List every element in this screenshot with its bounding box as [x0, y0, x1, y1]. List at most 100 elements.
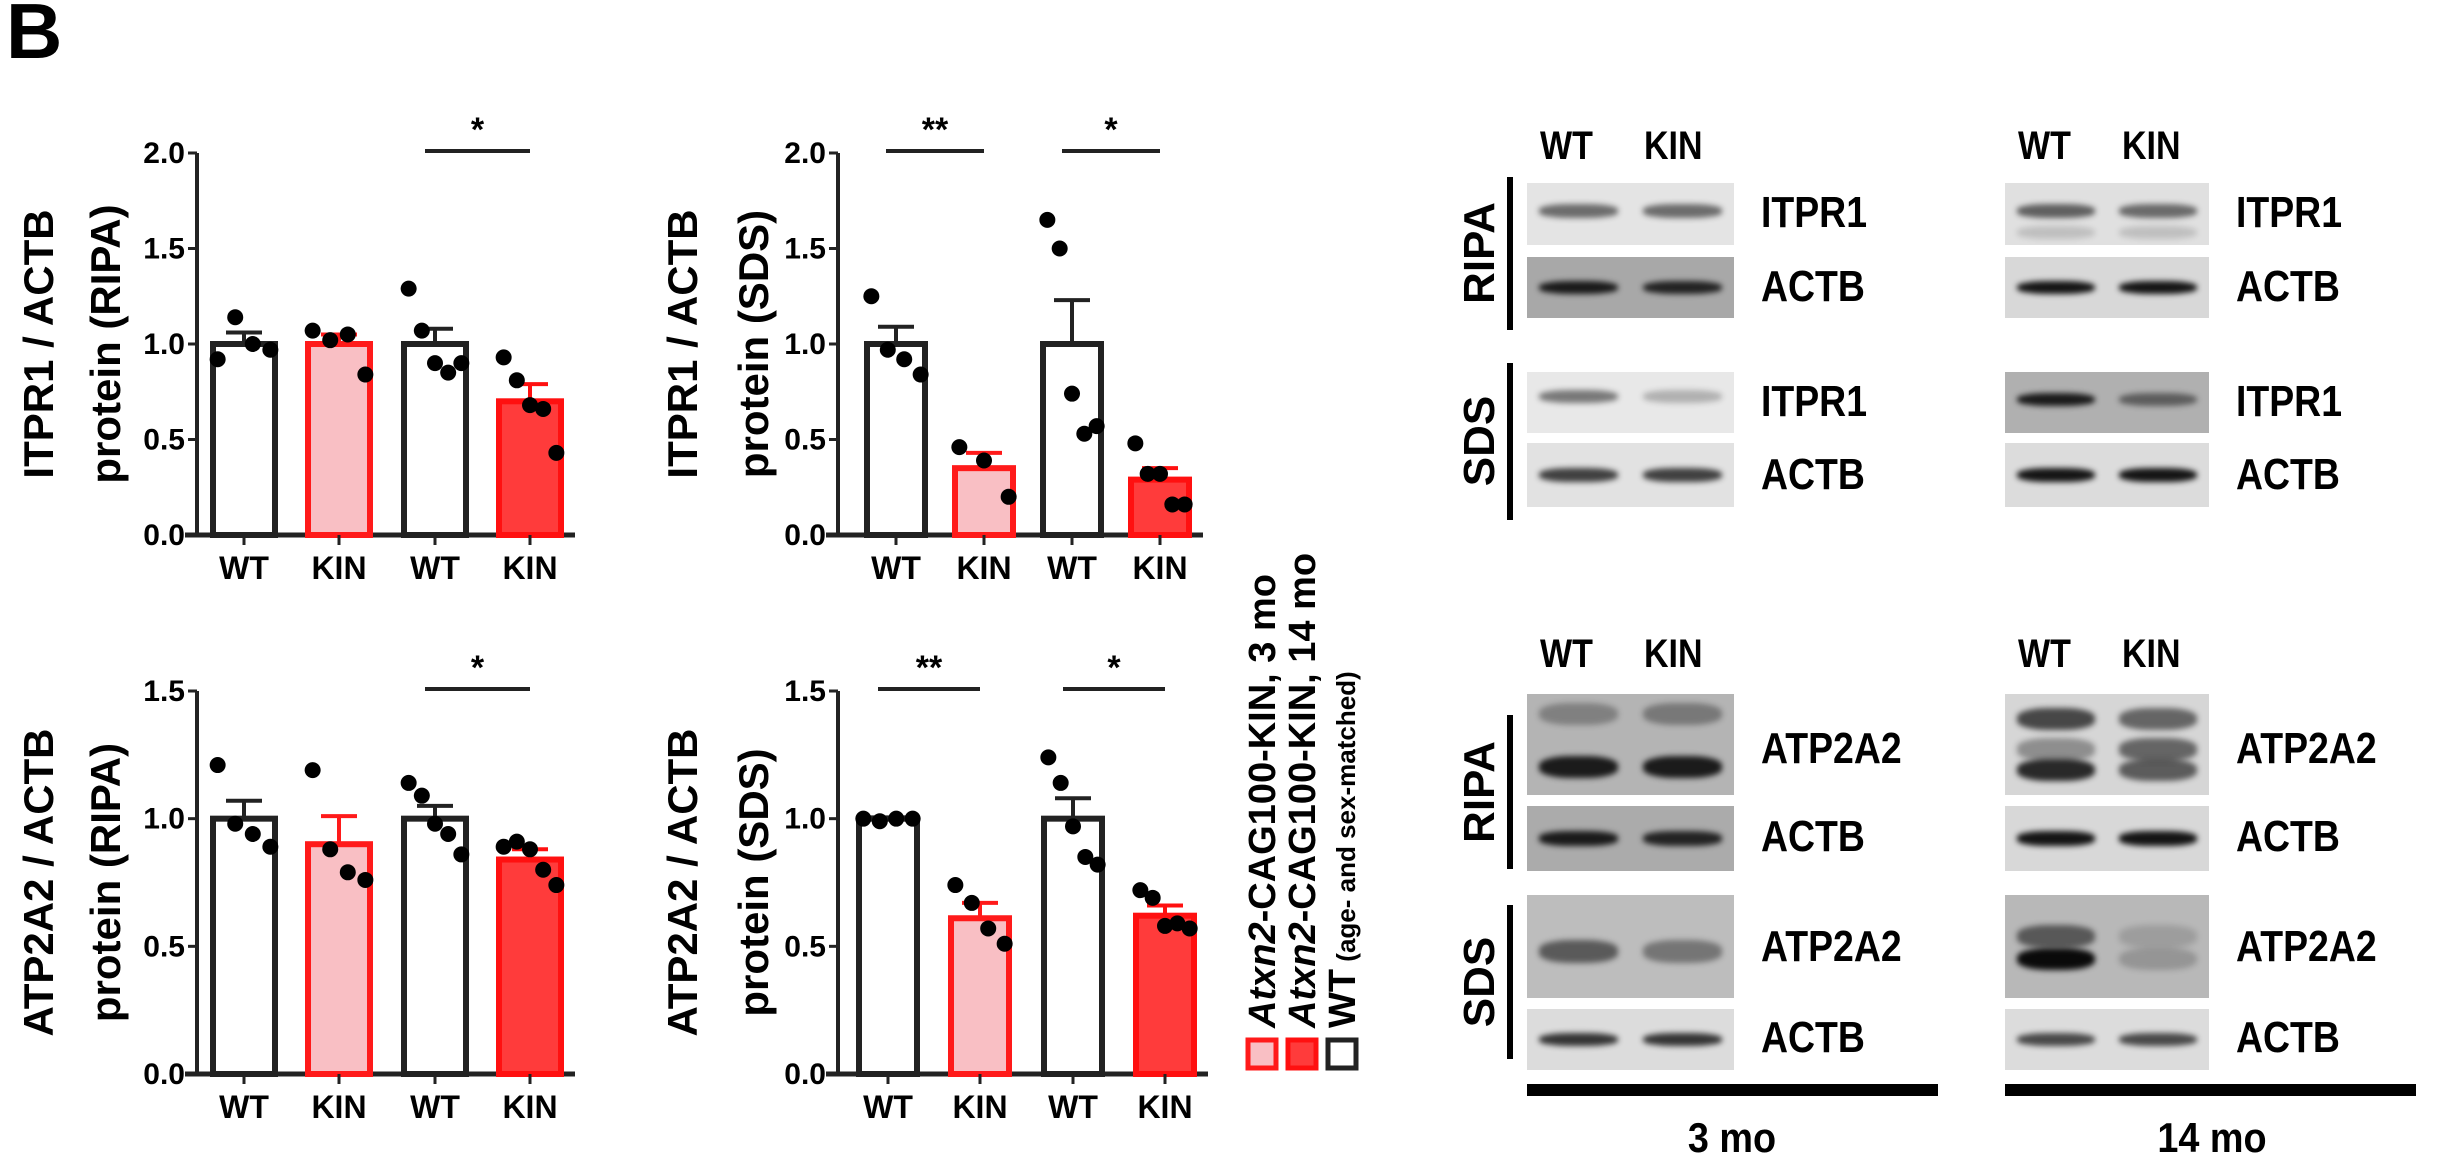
bar-kin: [496, 398, 564, 538]
significance-label: *: [471, 649, 485, 687]
buffer-bracket-sds: [1507, 905, 1513, 1059]
data-point: [548, 877, 565, 894]
lane-label-kin: KIN: [2122, 632, 2181, 676]
data-point: [947, 877, 964, 894]
bar-wt: [210, 815, 278, 1078]
legend-swatch-kin14: [1285, 1037, 1319, 1071]
protein-band: [2119, 1032, 2197, 1047]
data-point: [535, 861, 552, 878]
bar-wt: [401, 341, 469, 538]
data-point: [322, 332, 339, 349]
legend: Atxn2-CAG100-KIN, 3 moAtxn2-CAG100-KIN, …: [1242, 553, 1364, 1071]
legend-swatch-wt: [1325, 1037, 1359, 1071]
western-blot-image: [1527, 806, 1734, 871]
data-point: [1051, 240, 1068, 257]
western-blot-image: [1527, 895, 1734, 998]
legend-label: Atxn2-CAG100-KIN, 14 mo: [1282, 553, 1324, 1029]
data-point: [1176, 496, 1193, 513]
data-point: [413, 322, 430, 339]
x-tick-label: WT: [1048, 1089, 1098, 1125]
y-tick-label: 0.0: [784, 1058, 826, 1091]
data-point: [535, 400, 552, 417]
protein-band: [1642, 467, 1722, 483]
western-blot-image: [1527, 372, 1734, 433]
x-tick-label: WT: [871, 550, 921, 586]
protein-band: [2017, 738, 2095, 761]
age-bar-3mo: [1527, 1084, 1938, 1096]
protein-band: [2119, 947, 2197, 971]
data-point: [1076, 425, 1093, 442]
data-point: [413, 787, 430, 804]
x-tick-label: WT: [863, 1089, 913, 1125]
western-blot-image: [2005, 1009, 2209, 1070]
y-axis-title: ATP2A2 / ACTB: [659, 728, 706, 1036]
protein-band: [1642, 389, 1722, 404]
data-point: [1181, 920, 1198, 937]
data-point: [357, 366, 374, 383]
data-point: [963, 894, 980, 911]
protein-band: [2119, 738, 2197, 761]
data-point: [855, 810, 872, 827]
protein-band: [2119, 280, 2197, 295]
protein-band: [2017, 708, 2095, 731]
data-point: [1089, 856, 1106, 873]
data-point: [1152, 465, 1168, 482]
x-tick-label: KIN: [1132, 550, 1187, 586]
y-tick-label: 0.5: [784, 930, 826, 963]
protein-label: ITPR1: [2236, 188, 2342, 237]
data-point: [980, 920, 997, 937]
protein-band: [1642, 204, 1722, 218]
protein-label: ACTB: [2236, 262, 2340, 311]
data-point: [1164, 496, 1181, 513]
data-point: [453, 355, 470, 372]
data-point: [209, 757, 226, 774]
protein-band: [1539, 703, 1619, 726]
data-point: [227, 815, 244, 832]
protein-band: [2119, 204, 2197, 218]
x-tick-label: KIN: [311, 550, 366, 586]
protein-band: [2119, 467, 2197, 483]
significance-label: **: [922, 111, 949, 149]
data-point: [996, 935, 1013, 952]
protein-band: [2119, 758, 2197, 781]
data-point: [400, 280, 417, 297]
data-point: [1000, 488, 1017, 505]
data-point: [879, 341, 896, 358]
data-point: [1077, 848, 1094, 865]
protein-label: ATP2A2: [1761, 724, 1902, 773]
protein-band: [2119, 708, 2197, 731]
significance-label: *: [1107, 649, 1121, 687]
protein-band: [1642, 1032, 1722, 1047]
western-blot-image: [2005, 372, 2209, 433]
bar-chart-1: ITPR1 / ACTB protein (RIPA) 0.0 0.5 1.0 1.5 2.…: [15, 111, 575, 586]
data-point: [209, 351, 226, 368]
data-point: [863, 288, 880, 305]
data-point: [440, 364, 457, 381]
protein-band: [1539, 389, 1619, 404]
protein-label: ACTB: [2236, 812, 2340, 861]
protein-band: [1539, 1032, 1619, 1047]
legend-text: -CAG100-KIN, 3 mo: [1242, 574, 1284, 922]
western-blot-image: [2005, 257, 2209, 318]
data-point: [227, 309, 244, 326]
y-tick-label: 0.0: [143, 1058, 185, 1091]
data-point: [244, 336, 261, 352]
protein-band: [1539, 831, 1619, 846]
data-point: [262, 341, 279, 358]
data-point: [548, 444, 565, 461]
data-point: [495, 838, 512, 855]
protein-label: ACTB: [1761, 450, 1865, 499]
buffer-label-ripa: RIPA: [1455, 202, 1504, 304]
data-point: [1064, 385, 1080, 402]
legend-text: -CAG100-KIN, 14 mo: [1282, 553, 1324, 923]
y-tick-label: 0.5: [143, 424, 185, 457]
data-point: [522, 397, 538, 414]
data-point: [304, 322, 321, 339]
legend-label: WT (age- and sex-matched): [1322, 671, 1364, 1028]
western-blot-image: [1527, 443, 1734, 507]
y-axis-title: protein (SDS): [730, 748, 777, 1016]
protein-label: ATP2A2: [2236, 922, 2377, 971]
data-point: [1157, 917, 1173, 934]
protein-band: [2017, 947, 2095, 971]
western-blot-image: [2005, 694, 2209, 795]
